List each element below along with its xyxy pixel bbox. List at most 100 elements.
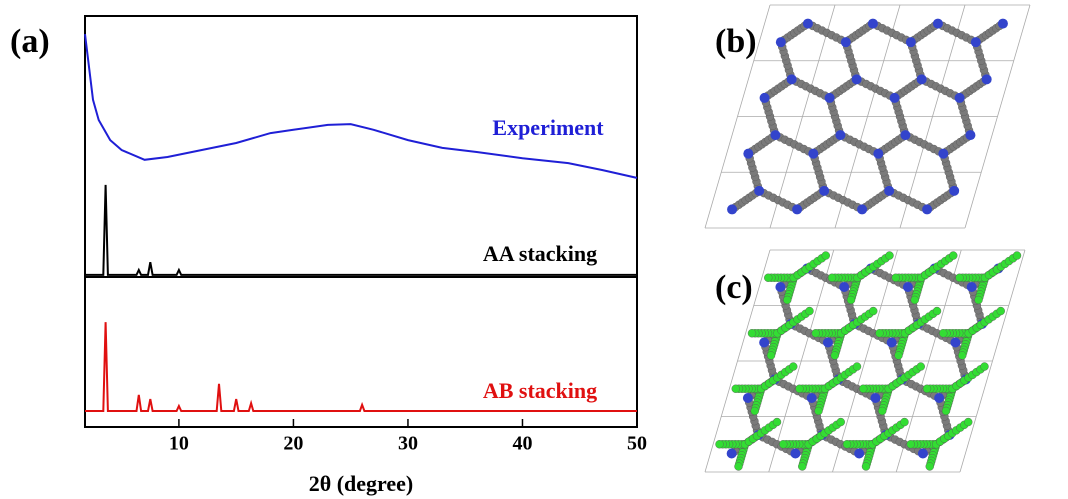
atom (835, 130, 845, 140)
atom (884, 186, 894, 196)
atom (839, 282, 849, 292)
atom (967, 282, 977, 292)
atom (760, 93, 770, 103)
atom (798, 462, 806, 470)
atom (997, 307, 1005, 315)
atom (727, 449, 737, 459)
atom (759, 338, 769, 348)
atom (843, 440, 851, 448)
atom (886, 252, 894, 260)
atom (998, 19, 1008, 29)
atom (892, 274, 900, 282)
panel-label: (c) (715, 269, 753, 306)
atom (868, 19, 878, 29)
atom (732, 385, 740, 393)
figure: (a) 2θ (degree) (b) (c) 1020304050Experi… (0, 0, 1068, 499)
atom (956, 274, 964, 282)
atom (859, 385, 867, 393)
atom (751, 407, 759, 415)
atom (938, 149, 948, 159)
atom (779, 440, 787, 448)
atom (958, 351, 966, 359)
x-tick-label: 50 (627, 433, 647, 455)
atom (942, 407, 950, 415)
legend-label: AB stacking (483, 378, 597, 403)
atom (949, 252, 957, 260)
atom (878, 407, 886, 415)
panel-label: (a) (10, 23, 50, 60)
structures (705, 5, 1030, 472)
atom (775, 282, 785, 292)
atom (776, 37, 786, 47)
atom (901, 418, 909, 426)
atom (982, 74, 992, 84)
atom (926, 462, 934, 470)
atom (903, 282, 913, 292)
atom (790, 449, 800, 459)
atom (922, 204, 932, 214)
atom (764, 274, 772, 282)
legend-label: AA stacking (483, 241, 597, 266)
x-tick-label: 30 (398, 433, 418, 455)
atom (806, 307, 814, 315)
atom (854, 449, 864, 459)
atom (754, 186, 764, 196)
atom (917, 363, 925, 371)
atom (955, 93, 965, 103)
x-tick-label: 10 (169, 433, 189, 455)
atom (748, 329, 756, 337)
atom (743, 393, 753, 403)
atom (852, 74, 862, 84)
atom (853, 363, 861, 371)
atom (933, 307, 941, 315)
legend-label: Experiment (492, 115, 604, 140)
atom (971, 37, 981, 47)
atom (789, 363, 797, 371)
atom (900, 130, 910, 140)
atom (857, 204, 867, 214)
atom (887, 338, 897, 348)
panel-label: (b) (715, 23, 757, 60)
atom (862, 462, 870, 470)
atom (907, 440, 915, 448)
atom (815, 407, 823, 415)
atom (1013, 252, 1021, 260)
atom (823, 338, 833, 348)
atom (767, 351, 775, 359)
atom (808, 149, 818, 159)
atom (981, 363, 989, 371)
atom (831, 351, 839, 359)
atom (773, 418, 781, 426)
atom (822, 252, 830, 260)
atom (716, 440, 724, 448)
atom (964, 418, 972, 426)
atom (918, 449, 928, 459)
atom (828, 274, 836, 282)
atom (934, 393, 944, 403)
atom (895, 351, 903, 359)
atom (837, 418, 845, 426)
atom (770, 130, 780, 140)
atom (876, 329, 884, 337)
atom (890, 93, 900, 103)
atom (812, 329, 820, 337)
atom (825, 93, 835, 103)
atom (869, 307, 877, 315)
atom (870, 393, 880, 403)
x-tick-label: 40 (512, 433, 532, 455)
atom (783, 296, 791, 304)
atom (906, 37, 916, 47)
plot-frame (85, 16, 637, 427)
atom (911, 296, 919, 304)
x-axis-label: 2θ (degree) (309, 471, 414, 496)
atom (787, 74, 797, 84)
atom (727, 204, 737, 214)
atom (819, 186, 829, 196)
atom (933, 19, 943, 29)
atom (803, 19, 813, 29)
atom (847, 296, 855, 304)
atom (841, 37, 851, 47)
atom (965, 130, 975, 140)
atom (743, 149, 753, 159)
atom (807, 393, 817, 403)
